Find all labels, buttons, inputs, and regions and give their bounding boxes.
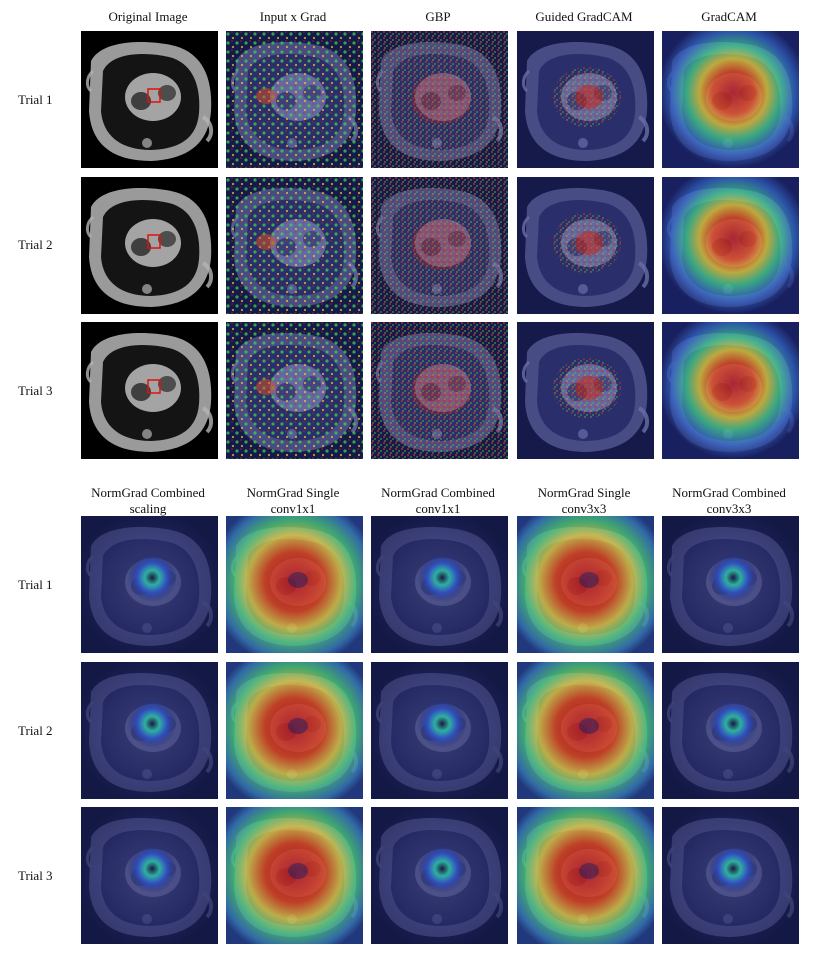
- normgrad-single-conv3x3-map-trial-1: [517, 516, 654, 653]
- title-line-1: NormGrad Combined: [381, 485, 495, 500]
- title-line-1: NormGrad Single: [537, 485, 631, 500]
- input-x-grad-map-trial-3: [226, 322, 363, 459]
- normgrad-combined-scaling-map-trial-3: [81, 807, 218, 944]
- row-label-trial-3: Trial 3: [18, 868, 53, 883]
- original-image-trial-1: [81, 31, 218, 168]
- gradcam-map-trial-1: [662, 31, 799, 168]
- normgrad-single-conv1x1-map-trial-3: [226, 807, 363, 944]
- original-image-trial-3: [81, 322, 218, 459]
- normgrad-single-conv3x3-map-trial-3: [517, 807, 654, 944]
- normgrad-combined-conv1x1-map-trial-1: [371, 516, 508, 653]
- normgrad-single-conv1x1-map-trial-2: [226, 662, 363, 799]
- input-x-grad-map-trial-2: [226, 177, 363, 314]
- title-line-2: scaling: [129, 501, 167, 516]
- gradcam-map-trial-2: [662, 177, 799, 314]
- column-title-gradcam: GradCAM: [701, 9, 757, 24]
- normgrad-combined-scaling-map-trial-1: [81, 516, 218, 653]
- normgrad-combined-conv3x3-map-trial-2: [662, 662, 799, 799]
- guided-gradcam-map-trial-3: [517, 322, 654, 459]
- normgrad-combined-scaling-map-trial-2: [81, 662, 218, 799]
- title-line-2: conv3x3: [561, 501, 607, 516]
- title-line-2: conv1x1: [415, 501, 461, 516]
- column-title-guided-gradcam: Guided GradCAM: [535, 9, 633, 24]
- title-line-2: conv1x1: [270, 501, 316, 516]
- original-image-trial-2: [81, 177, 218, 314]
- title-line-1: NormGrad Combined: [91, 485, 205, 500]
- column-title-original-image: Original Image: [108, 9, 188, 24]
- normgrad-combined-conv3x3-map-trial-1: [662, 516, 799, 653]
- guided-gradcam-map-trial-1: [517, 31, 654, 168]
- row-label-trial-1: Trial 1: [18, 577, 53, 592]
- gbp-map-trial-1: [371, 31, 508, 168]
- normgrad-combined-conv1x1-map-trial-3: [371, 807, 508, 944]
- column-title-input-x-grad: Input x Grad: [259, 9, 327, 24]
- title-line-1: NormGrad Single: [246, 485, 340, 500]
- gradcam-map-trial-3: [662, 322, 799, 459]
- guided-gradcam-map-trial-2: [517, 177, 654, 314]
- normgrad-single-conv3x3-map-trial-2: [517, 662, 654, 799]
- normgrad-combined-conv3x3-map-trial-3: [662, 807, 799, 944]
- row-label-trial-2: Trial 2: [18, 237, 53, 252]
- column-title-normgrad-single-conv3x3: NormGrad Single conv3x3: [509, 485, 659, 517]
- column-title-normgrad-single-conv1x1: NormGrad Single conv1x1: [218, 485, 368, 517]
- column-title-normgrad-combined-scaling: NormGrad Combined scaling: [73, 485, 223, 517]
- column-title-gbp: GBP: [425, 9, 451, 24]
- gbp-map-trial-2: [371, 177, 508, 314]
- title-line-1: NormGrad Combined: [672, 485, 786, 500]
- gbp-map-trial-3: [371, 322, 508, 459]
- title-line-2: conv3x3: [706, 501, 752, 516]
- normgrad-single-conv1x1-map-trial-1: [226, 516, 363, 653]
- row-label-trial-3: Trial 3: [18, 383, 53, 398]
- column-title-normgrad-combined-conv3x3: NormGrad Combined conv3x3: [654, 485, 804, 517]
- row-label-trial-2: Trial 2: [18, 723, 53, 738]
- input-x-grad-map-trial-1: [226, 31, 363, 168]
- column-title-normgrad-combined-conv1x1: NormGrad Combined conv1x1: [363, 485, 513, 517]
- row-label-trial-1: Trial 1: [18, 92, 53, 107]
- normgrad-combined-conv1x1-map-trial-2: [371, 662, 508, 799]
